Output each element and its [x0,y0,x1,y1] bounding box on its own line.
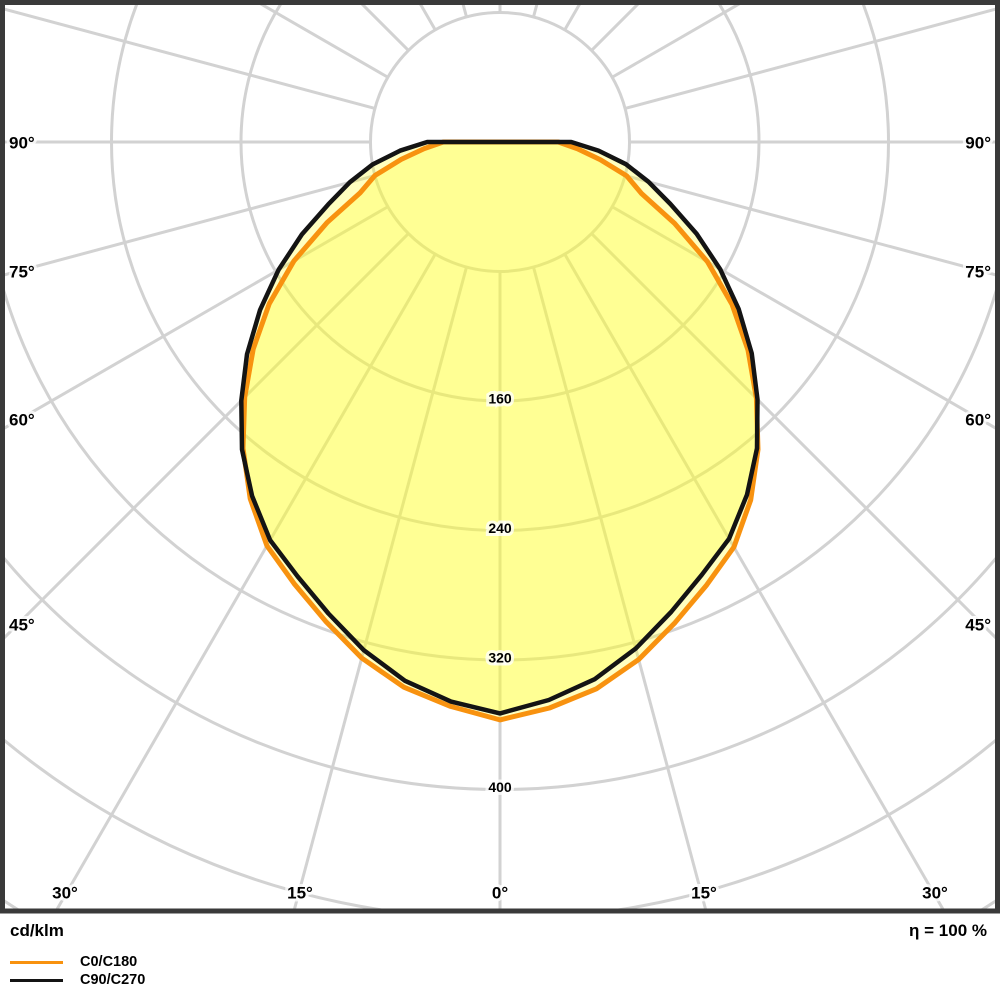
grid-ray [5,205,389,430]
grid-ring [110,5,890,532]
grid-ray [55,253,437,909]
legend-swatch-line [10,960,63,964]
legend-label: C0/C180 [80,954,138,970]
grid-ring [5,556,995,791]
grid-ray [624,7,995,110]
legend-item: C90/C270 [10,971,145,989]
ring-label: 400 [488,779,512,795]
angle-label-right: 75° [965,263,991,282]
c90-c270-curve [239,139,760,716]
ring-label: 320 [488,650,512,666]
grid-ray [532,266,707,909]
grid-ring [369,11,631,273]
angle-label-bottom: 15° [287,884,313,903]
grid-ray [611,205,995,430]
c0-c180-fill [243,142,758,720]
grid-ray [259,5,389,79]
grid-ray [5,232,410,640]
legend-swatch-line [10,978,63,982]
units-label: cd/klm [10,921,64,940]
ring-label: 240 [488,520,512,536]
angle-label-right: 60° [965,411,991,430]
angle-label-bottom: 30° [922,884,948,903]
angle-label-bottom: 30° [52,884,78,903]
grid-ray [5,7,376,110]
angle-label-bottom: 0° [492,884,508,903]
c0-c180-curve [240,139,761,723]
angle-label-right: 90° [965,134,991,153]
grid-ray [590,232,995,640]
angle-label-left: 75° [9,263,35,282]
grid-ray [293,266,468,909]
grid-ray [5,174,376,277]
legend-item: C0/C180 [10,953,145,971]
c90-c270-fill [241,142,758,714]
legend: C0/C180 C90/C270 [10,953,145,989]
angle-label-left: 60° [9,411,35,430]
angle-label-bottom: 15° [691,884,717,903]
grid-ray [563,253,945,909]
ring-label: 160 [488,391,512,407]
legend-label: C90/C270 [80,972,146,988]
plot-frame [0,0,1000,914]
angle-label-left: 90° [9,134,35,153]
angle-label-right: 45° [965,616,991,635]
efficiency-label: η = 100 % [909,921,987,940]
grid-ring [5,288,995,662]
grid-ring [239,5,761,403]
angle-label-left: 45° [9,616,35,635]
grid-ray [624,174,995,277]
grid-ray [611,5,741,79]
